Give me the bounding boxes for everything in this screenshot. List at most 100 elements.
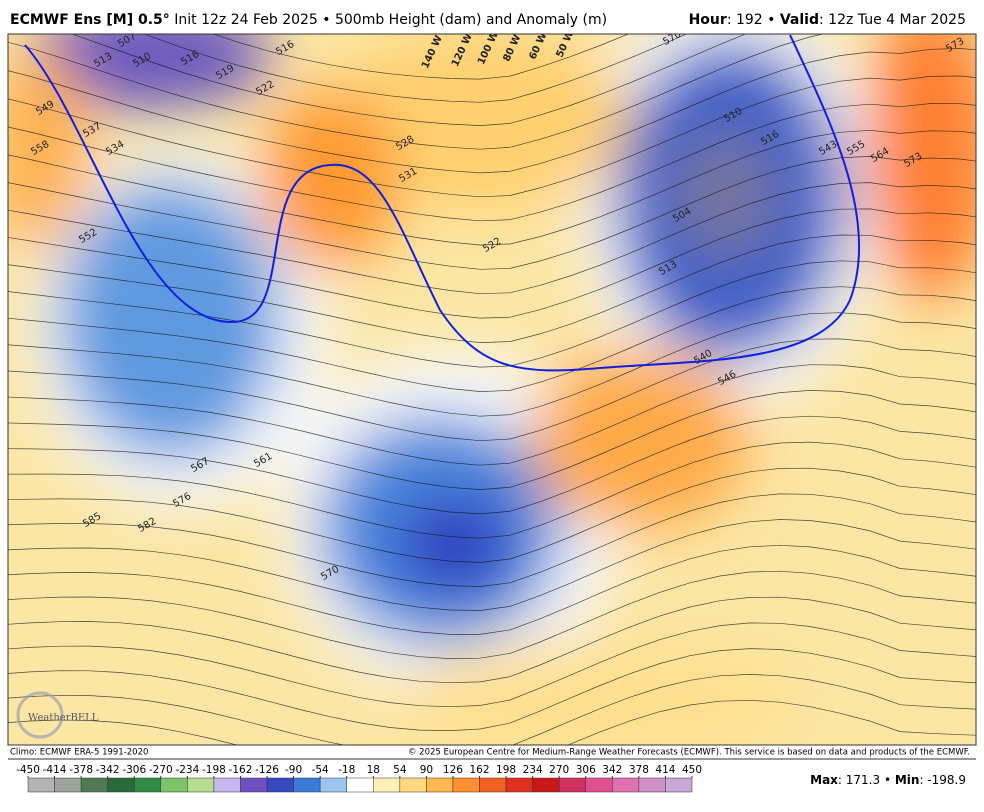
colorbar-swatch bbox=[532, 777, 560, 793]
colorbar-tick-label: 378 bbox=[629, 764, 649, 776]
text-segment: : -198.9 bbox=[919, 773, 966, 787]
contour-line bbox=[71, 34, 747, 126]
colorbar-tick-label: -306 bbox=[122, 764, 146, 776]
colorbar-swatch bbox=[27, 777, 55, 793]
colorbar-swatch bbox=[665, 777, 693, 793]
contour-540 bbox=[24, 34, 861, 372]
colorbar-tick-label: -198 bbox=[202, 764, 226, 776]
colorbar-swatch bbox=[399, 777, 427, 793]
colorbar-tick-label: 54 bbox=[393, 764, 407, 776]
colorbar-tick-label: -378 bbox=[69, 764, 93, 776]
title: ECMWF Ens [M] 0.5° Init 12z 24 Feb 2025 … bbox=[10, 12, 607, 28]
text-segment: Hour bbox=[689, 12, 727, 28]
colorbar-swatch bbox=[558, 777, 587, 793]
height-contours bbox=[8, 34, 976, 745]
text-segment: : 12z Tue 4 Mar 2025 bbox=[819, 12, 966, 28]
colorbar-swatch bbox=[54, 777, 82, 793]
contour-line bbox=[8, 622, 976, 708]
colorbar-swatch bbox=[266, 777, 294, 793]
colorbar-tick-label: -162 bbox=[229, 764, 253, 776]
contour-line bbox=[8, 48, 976, 174]
contour-line bbox=[8, 570, 976, 659]
colorbar-tick-label: -234 bbox=[175, 764, 199, 776]
colorbar-swatch bbox=[373, 777, 401, 793]
contour-line bbox=[8, 441, 976, 539]
map-frame bbox=[7, 33, 977, 746]
contour-line bbox=[8, 699, 976, 745]
colorbar-tick-label: 198 bbox=[496, 764, 516, 776]
contour-line bbox=[8, 129, 976, 246]
colorbar-tick-label: -342 bbox=[96, 764, 120, 776]
colorbar-swatch bbox=[107, 777, 135, 793]
colorbar-tick-label: -126 bbox=[255, 764, 279, 776]
contour-line bbox=[8, 234, 976, 343]
contour-line bbox=[8, 34, 825, 150]
contour-line bbox=[8, 364, 976, 466]
colorbar-tick-label: 306 bbox=[576, 764, 596, 776]
contour-line bbox=[8, 260, 976, 368]
colorbar-tick-label: -450 bbox=[16, 764, 40, 776]
contour-line bbox=[8, 286, 976, 392]
text-segment: : 192 • bbox=[727, 12, 780, 28]
colorbar-tick-label: -414 bbox=[43, 764, 67, 776]
contour-line bbox=[8, 493, 976, 587]
colorbar-swatch bbox=[612, 777, 640, 793]
colorbar-swatch bbox=[133, 777, 162, 793]
contour-line bbox=[8, 208, 976, 319]
text-segment: Valid bbox=[780, 12, 819, 28]
colorbar-swatch bbox=[293, 777, 321, 793]
valid-time: Hour: 192 • Valid: 12z Tue 4 Mar 2025 bbox=[689, 12, 966, 28]
anomaly-field bbox=[8, 34, 976, 745]
colorbar-swatch bbox=[187, 777, 215, 793]
colorbar-swatch bbox=[479, 777, 507, 793]
logo-swirl bbox=[16, 691, 64, 739]
contour-line bbox=[8, 390, 976, 490]
max-min: Max: 171.3 • Min: -198.9 bbox=[810, 773, 966, 787]
text-segment: Max bbox=[810, 773, 838, 787]
logo: WeatherBELL bbox=[28, 713, 99, 724]
colorbar-swatch bbox=[319, 777, 347, 793]
colorbar-swatch bbox=[346, 777, 374, 793]
colorbar-tick-label: 90 bbox=[420, 764, 433, 776]
colorbar-swatch bbox=[240, 777, 268, 793]
colorbar-tick-label: -90 bbox=[285, 764, 302, 776]
contour-line bbox=[8, 674, 976, 745]
contour-line bbox=[8, 75, 976, 198]
colorbar-swatch bbox=[638, 777, 666, 793]
contour-line bbox=[8, 182, 976, 295]
contour-line bbox=[8, 338, 976, 442]
colorbar-swatch bbox=[80, 777, 108, 793]
colorbar-swatch bbox=[505, 777, 533, 793]
colorbar-tick-label: 234 bbox=[523, 764, 543, 776]
colorbar-swatch bbox=[213, 777, 241, 793]
colorbar-tick-label: 18 bbox=[367, 764, 380, 776]
text-segment: ECMWF Ens [M] 0.5° bbox=[10, 12, 170, 28]
text-segment: Init 12z 24 Feb 2025 • 500mb Height (dam… bbox=[170, 12, 607, 28]
contour-line bbox=[8, 544, 976, 635]
contour-line bbox=[8, 467, 976, 563]
colorbar-tick-label: 162 bbox=[469, 764, 489, 776]
colorbar: -450 -414 -378 -342 -306 -270 -234 -198 -162 -126… bbox=[16, 764, 702, 793]
colorbar-tick-label: -270 bbox=[149, 764, 173, 776]
text-segment: : 171.3 • bbox=[838, 773, 895, 787]
contour-line bbox=[211, 34, 630, 80]
contour-line bbox=[8, 156, 976, 270]
colorbar-tick-label: -18 bbox=[338, 764, 355, 776]
colorbar-tick-label: 126 bbox=[443, 764, 463, 776]
contour-line bbox=[8, 519, 976, 611]
contour-line bbox=[8, 312, 976, 417]
contour-line bbox=[8, 596, 976, 684]
colorbar-tick-label: 450 bbox=[682, 764, 702, 776]
colorbar-tick-label: 414 bbox=[655, 764, 675, 776]
contour-line bbox=[8, 648, 976, 731]
contour-line bbox=[8, 415, 976, 515]
colorbar-swatch bbox=[426, 777, 454, 793]
colorbar-swatch bbox=[585, 777, 613, 793]
copyright: © 2025 European Centre for Medium-Range … bbox=[408, 748, 970, 758]
climo-note: Climo: ECMWF ERA-5 1991-2020 bbox=[10, 748, 148, 758]
contour-line bbox=[143, 34, 688, 103]
colorbar-swatch bbox=[160, 777, 188, 793]
colorbar-tick-label: -54 bbox=[312, 764, 329, 776]
